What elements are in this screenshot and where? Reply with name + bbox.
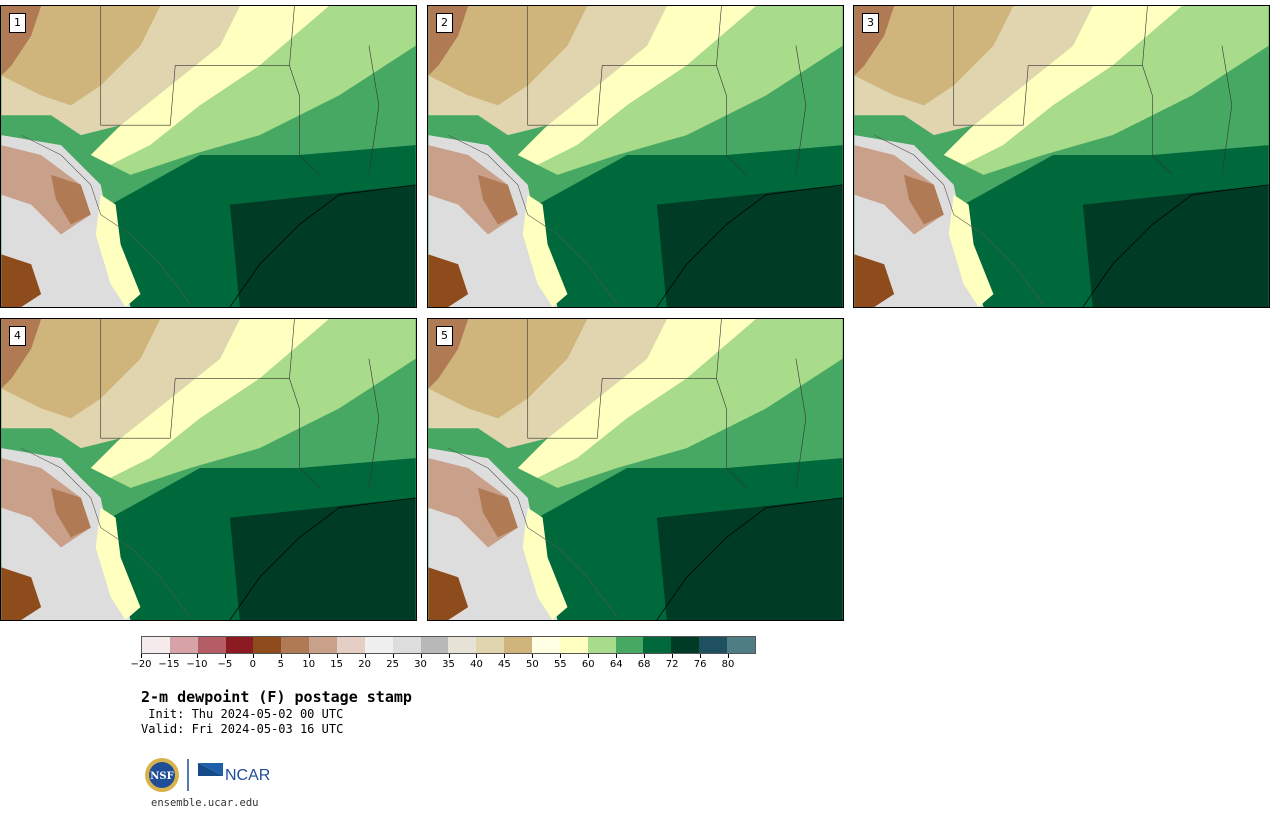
- colorbar-tick: [141, 654, 142, 658]
- colorbar-segment: [476, 637, 505, 653]
- ensemble-member-panel-5: 5: [427, 318, 844, 621]
- colorbar-segment: [671, 637, 700, 653]
- dewpoint-map: [428, 6, 843, 307]
- colorbar-segment: [727, 637, 755, 653]
- chart-title: 2-m dewpoint (F) postage stamp: [141, 688, 412, 706]
- ncar-logo: NCAR: [198, 763, 270, 784]
- colorbar-tick-label: 68: [637, 659, 651, 670]
- colorbar-tick-label: 25: [386, 659, 399, 670]
- colorbar-tick-label: 20: [358, 659, 371, 670]
- colorbar-tick: [420, 654, 422, 658]
- colorbar-tick: [504, 654, 506, 658]
- colorbar-segment: [281, 637, 310, 653]
- colorbar-tick: [308, 654, 310, 658]
- ensemble-member-panel-3: 3: [853, 5, 1270, 308]
- colorbar-tick: [224, 654, 226, 658]
- colorbar-tick: [560, 654, 562, 658]
- colorbar-tick-label: −20: [130, 659, 152, 670]
- colorbar-tick-label: 30: [414, 659, 427, 670]
- colorbar-tick-label: −5: [217, 659, 233, 670]
- website-url: ensemble.ucar.edu: [151, 797, 259, 809]
- colorbar-segment: [253, 637, 282, 653]
- colorbar-tick: [476, 654, 478, 658]
- colorbar-tick-label: 35: [442, 659, 455, 670]
- colorbar-tick-label: 55: [553, 659, 567, 670]
- colorbar-segment: [448, 637, 477, 653]
- colorbar-tick-label: 15: [330, 659, 344, 670]
- valid-time: Valid: Fri 2024-05-03 16 UTC: [141, 722, 344, 736]
- colorbar-segment: [420, 637, 449, 653]
- colorbar-tick: [196, 654, 198, 658]
- colorbar-segment: [587, 637, 616, 653]
- colorbar-segment: [364, 637, 393, 653]
- colorbar-tick-label: 72: [665, 659, 679, 670]
- dewpoint-map: [428, 319, 843, 620]
- colorbar-tick-label: −15: [158, 659, 180, 670]
- dewpoint-map: [1, 319, 416, 620]
- member-number: 4: [9, 326, 26, 346]
- colorbar-segment: [225, 637, 254, 653]
- colorbar-tick: [644, 654, 646, 658]
- colorbar-tick: [672, 654, 674, 658]
- colorbar-tick: [588, 654, 590, 658]
- colorbar-segment: [615, 637, 644, 653]
- colorbar-tick: [392, 654, 394, 658]
- colorbar-tick-label: 45: [498, 659, 511, 670]
- ensemble-member-panel-2: 2: [427, 5, 844, 308]
- colorbar-tick: [336, 654, 338, 658]
- init-time: Init: Thu 2024-05-02 00 UTC: [141, 707, 344, 721]
- colorbar-tick-label: 64: [609, 659, 623, 670]
- colorbar-tick: [448, 654, 450, 658]
- ncar-logo-text: NCAR: [225, 767, 270, 784]
- colorbar-tick-label: 40: [470, 659, 483, 670]
- colorbar-segment: [643, 637, 672, 653]
- colorbar-segment: [169, 637, 198, 653]
- colorbar-tick: [364, 654, 366, 658]
- colorbar-tick-label: 80: [721, 659, 735, 670]
- dewpoint-map: [854, 6, 1269, 307]
- colorbar-tick: [168, 654, 170, 658]
- colorbar-tick-label: 50: [525, 659, 539, 670]
- colorbar-tick-label: 0: [249, 659, 256, 670]
- colorbar-tick: [280, 654, 282, 658]
- nsf-logo-text: NSF: [150, 771, 173, 782]
- dewpoint-map: [1, 6, 416, 307]
- colorbar-segment: [559, 637, 588, 653]
- colorbar-ticks: −20 −15 −10 −5 0 5 10 15 20 25 30 35 40 45 50 55 60 64 68 7…: [130, 654, 756, 674]
- member-number: 5: [436, 326, 453, 346]
- colorbar-tick-label: 10: [302, 659, 316, 670]
- colorbar-tick: [728, 654, 730, 658]
- ensemble-member-panel-4: 4: [0, 318, 417, 621]
- colorbar-segment: [392, 637, 421, 653]
- nsf-ncar-logos: NSF NCAR: [145, 758, 270, 792]
- colorbar-segment: [337, 637, 365, 653]
- member-number: 1: [9, 13, 26, 33]
- colorbar-tick: [616, 654, 618, 658]
- member-number: 3: [862, 13, 879, 33]
- colorbar-tick-label: 76: [693, 659, 707, 670]
- colorbar-segment: [142, 637, 170, 653]
- colorbar-tick-label: 60: [581, 659, 595, 670]
- colorbar-segment: [699, 637, 728, 653]
- nsf-logo: NSF: [145, 758, 179, 792]
- colorbar-segment: [504, 637, 533, 653]
- colorbar-segment: [532, 637, 560, 653]
- colorbar-tick: [252, 654, 254, 658]
- colorbar-segment: [309, 637, 338, 653]
- colorbar-tick-label: 5: [277, 659, 284, 670]
- colorbar-tick: [532, 654, 534, 658]
- colorbar-segment: [197, 637, 226, 653]
- member-number: 2: [436, 13, 453, 33]
- ensemble-member-panel-1: 1: [0, 5, 417, 308]
- colorbar-tick: [700, 654, 702, 658]
- colorbar-tick-label: −10: [186, 659, 208, 670]
- colorbar: [141, 636, 756, 654]
